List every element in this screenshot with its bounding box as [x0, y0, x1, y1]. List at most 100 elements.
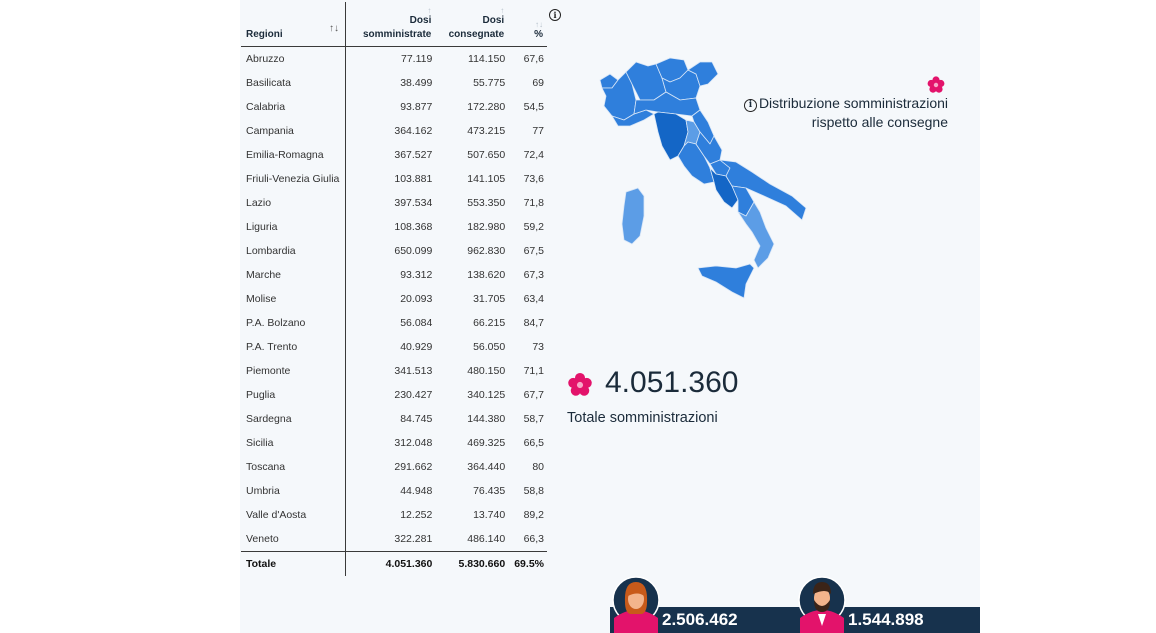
table-row: Campania 364.162 473.215 77: [241, 119, 547, 143]
map-region-calabria[interactable]: [737, 201, 775, 269]
region-cell: Umbria: [246, 485, 280, 497]
percent-cell: 84,7: [523, 317, 544, 329]
region-cell: Totale: [241, 551, 346, 576]
map-legend-line1: i Distribuzione somministrazioni: [736, 94, 948, 113]
delivered-cell: 5.830.660: [435, 551, 509, 576]
administered-cell: 93.877: [345, 95, 436, 119]
percent-cell: 66,3: [523, 533, 544, 545]
delivered-cell: 138.620: [467, 269, 506, 281]
administered-cell: 230.427: [345, 383, 436, 407]
percent-cell: 54,5: [523, 101, 544, 113]
man-avatar-icon: [798, 576, 846, 633]
region-cell: Campania: [246, 125, 294, 137]
percent-cell: 69: [532, 77, 544, 89]
region-cell: P.A. Bolzano: [246, 317, 306, 329]
delivered-cell: 31.705: [473, 293, 506, 305]
region-cell: Basilicata: [246, 77, 291, 89]
delivered-cell: 182.980: [467, 221, 506, 233]
percent-cell: 89,2: [523, 509, 544, 521]
sort-icon[interactable]: ↑: [500, 6, 505, 15]
info-icon[interactable]: i: [743, 99, 757, 112]
percent-cell: 63,4: [523, 293, 544, 305]
sort-icon[interactable]: ↑: [427, 6, 432, 15]
administered-cell: 44.948: [345, 479, 436, 503]
region-cell: Sicilia: [246, 437, 274, 449]
region-cell: Lazio: [246, 197, 272, 209]
delivered-cell: 172.280: [467, 101, 506, 113]
region-cell: Liguria: [246, 221, 278, 233]
region-cell: Toscana: [246, 461, 286, 473]
woman-avatar-icon: [612, 576, 660, 633]
region-cell: Molise: [246, 293, 277, 305]
delivered-cell: 507.650: [467, 149, 506, 161]
percent-cell: 66,5: [523, 437, 544, 449]
administered-cell: 93.312: [345, 263, 436, 287]
sort-icon[interactable]: ↑↓: [535, 20, 543, 29]
administered-cell: 56.084: [345, 311, 436, 335]
map-region-sicilia[interactable]: [697, 263, 755, 299]
table-row: Piemonte 341.513 480.150 71,1: [241, 359, 547, 383]
percent-cell: 67,6: [523, 53, 544, 65]
administered-cell: 364.162: [345, 119, 436, 143]
table-row: Abruzzo 77.119 114.150 67,6: [241, 46, 547, 71]
flower-icon: [927, 76, 945, 93]
administered-cell: 40.929: [345, 335, 436, 359]
info-icon[interactable]: i: [549, 9, 561, 21]
administered-cell: 77.119: [345, 46, 436, 71]
administered-cell: 367.527: [345, 143, 436, 167]
flower-icon: [568, 372, 592, 396]
column-header-administered[interactable]: ↑ Dosi somministrate: [345, 2, 436, 47]
gender-breakdown-bar: [610, 607, 980, 633]
administered-cell: 4.051.360: [345, 551, 436, 576]
administered-cell: 322.281: [345, 527, 436, 552]
delivered-cell: 141.105: [467, 173, 506, 185]
region-cell: Sardegna: [246, 413, 292, 425]
table-row: Sardegna 84.745 144.380 58,7: [241, 407, 547, 431]
delivered-cell: 114.150: [468, 53, 506, 65]
map-legend-subtitle: rispetto alle consegne: [811, 114, 948, 130]
map-region-friuli[interactable]: [687, 61, 719, 87]
percent-cell: 71,1: [523, 365, 544, 377]
table-row: Umbria 44.948 76.435 58,8: [241, 479, 547, 503]
regions-table: Regioni ↑↓ ↑ Dosi somministrate ↑ Dosi c…: [241, 2, 547, 576]
delivered-cell: 144.380: [467, 413, 506, 425]
percent-cell: 58,8: [523, 485, 544, 497]
map-region-sardegna[interactable]: [621, 187, 645, 245]
column-header-label: Dosi: [482, 15, 505, 26]
administered-cell: 38.499: [345, 71, 436, 95]
delivered-cell: 480.150: [467, 365, 506, 377]
women-count: 2.506.462: [662, 610, 738, 629]
delivered-cell: 13.740: [473, 509, 506, 521]
delivered-cell: 553.350: [467, 197, 506, 209]
map-region-puglia[interactable]: [719, 159, 807, 221]
administered-cell: 650.099: [345, 239, 436, 263]
delivered-cell: 364.440: [467, 461, 506, 473]
percent-cell: 73: [532, 341, 544, 353]
administered-cell: 108.368: [345, 215, 436, 239]
delivered-cell: 340.125: [467, 389, 506, 401]
column-header-regions[interactable]: Regioni ↑↓: [241, 2, 346, 47]
region-cell: Abruzzo: [246, 53, 285, 65]
table-row: Sicilia 312.048 469.325 66,5: [241, 431, 547, 455]
region-cell: Emilia-Romagna: [246, 149, 324, 161]
administered-cell: 84.745: [345, 407, 436, 431]
table-header-row: Regioni ↑↓ ↑ Dosi somministrate ↑ Dosi c…: [241, 2, 547, 47]
percent-cell: 73,6: [523, 173, 544, 185]
percent-cell: 58,7: [523, 413, 544, 425]
column-header-label: consegnate: [448, 29, 505, 40]
table-row: Calabria 93.877 172.280 54,5: [241, 95, 547, 119]
percent-cell: 67,3: [523, 269, 544, 281]
percent-cell: 69.5%: [508, 551, 547, 576]
table-body: Abruzzo 77.119 114.150 67,6 Basilicata 38.499…: [241, 46, 547, 576]
delivered-cell: 55.775: [473, 77, 506, 89]
delivered-cell: 76.435: [473, 485, 506, 497]
column-header-delivered[interactable]: ↑ Dosi consegnate: [435, 2, 509, 47]
table-row: P.A. Bolzano 56.084 66.215 84,7: [241, 311, 547, 335]
column-header-percent[interactable]: ↑↓ %: [508, 2, 547, 47]
total-administrations-value: 4.051.360: [605, 366, 739, 399]
sort-icon[interactable]: ↑↓: [329, 23, 340, 34]
column-header-label: Dosi: [409, 15, 432, 26]
italy-regions-map: [599, 57, 807, 299]
delivered-cell: 56.050: [473, 341, 506, 353]
map-region-campania[interactable]: [709, 167, 739, 209]
